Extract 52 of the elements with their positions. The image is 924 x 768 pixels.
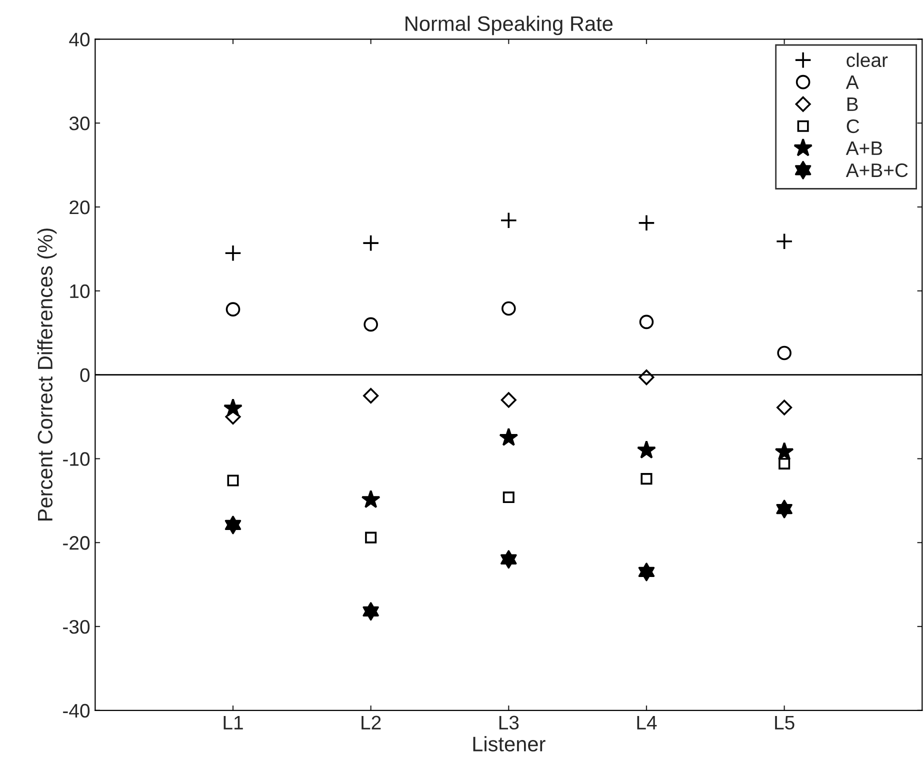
point: [363, 388, 379, 404]
x-axis-title: Listener: [473, 736, 546, 752]
x-tick-label: L4: [637, 716, 657, 730]
point: [638, 214, 656, 232]
legend-label: A: [846, 76, 859, 89]
x-tick-label: L5: [775, 716, 794, 730]
point: [502, 301, 516, 316]
y-tick-label: -30: [63, 620, 90, 634]
point: [774, 442, 794, 460]
chart-title: Normal Speaking Rate: [406, 16, 613, 36]
point: [500, 392, 516, 408]
point: [224, 398, 242, 417]
point: [638, 562, 655, 582]
point: [224, 244, 242, 262]
point: [499, 428, 518, 446]
point: [778, 458, 790, 470]
y-tick-label: -40: [63, 704, 90, 718]
legend-label: B: [847, 98, 858, 111]
point: [227, 474, 239, 486]
y-tick-label: 40: [69, 32, 90, 46]
point: [502, 492, 514, 504]
x-tick-label: L1: [224, 716, 243, 730]
point: [776, 500, 792, 518]
legend-label: C: [846, 119, 860, 134]
legend-label: clear: [846, 52, 888, 68]
y-tick-label: 20: [70, 200, 90, 214]
point: [639, 314, 654, 330]
y-tick-label: 0: [80, 368, 90, 382]
point: [640, 473, 652, 485]
x-tick-label: L3: [499, 716, 519, 730]
point: [365, 532, 377, 544]
point: [637, 440, 656, 459]
point: [638, 370, 654, 386]
legend-label: A+B: [846, 142, 882, 155]
y-tick-label: 30: [69, 116, 90, 130]
point: [776, 400, 792, 416]
y-tick-label: -20: [63, 536, 90, 550]
y-axis-title: Percent Correct Differences (%): [37, 228, 57, 520]
point: [226, 302, 240, 316]
x-tick-label: L2: [362, 716, 381, 730]
point: [362, 234, 380, 252]
point: [224, 516, 242, 534]
y-tick-label: 10: [70, 284, 90, 298]
point: [362, 602, 379, 621]
point: [776, 232, 793, 250]
legend-label: A+B+C: [846, 163, 908, 178]
point: [364, 317, 378, 332]
point: [777, 346, 792, 360]
point: [361, 490, 380, 508]
y-tick-label: -10: [63, 452, 90, 466]
point: [500, 550, 517, 569]
point: [500, 212, 518, 229]
